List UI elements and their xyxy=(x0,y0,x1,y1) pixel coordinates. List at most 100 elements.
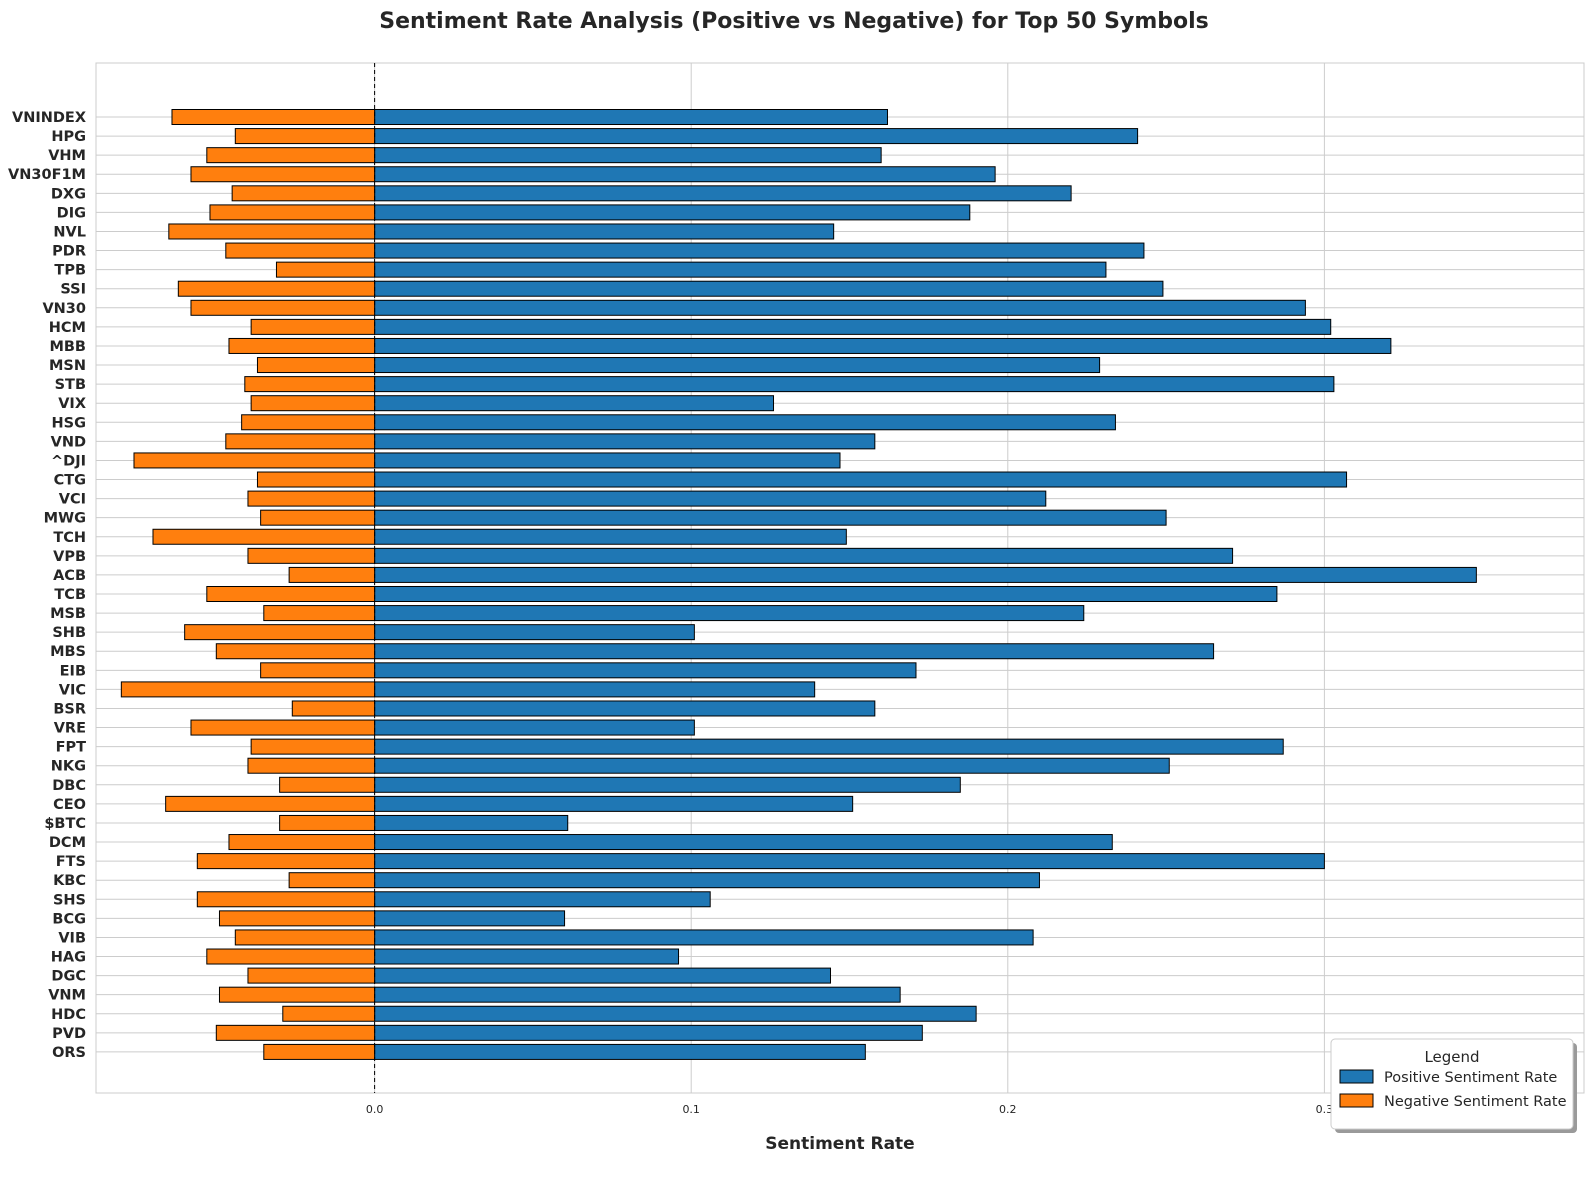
y-tick-label: FPT xyxy=(56,740,87,756)
negative-bar xyxy=(260,662,376,679)
legend-box xyxy=(1330,1038,1574,1130)
negative-bar xyxy=(206,586,376,602)
y-tick-label: MSB xyxy=(50,606,86,622)
positive-bar xyxy=(374,891,711,908)
negative-bar xyxy=(196,891,376,908)
y-tick-label: VPB xyxy=(53,549,86,565)
y-tick-label: VNINDEX xyxy=(12,110,86,126)
negative-bar xyxy=(225,433,376,450)
y-tick-label: DIG xyxy=(57,205,86,221)
legend-swatch-negative xyxy=(1339,1093,1374,1108)
positive-bar xyxy=(374,414,1116,431)
negative-bar xyxy=(177,280,376,297)
positive-bar xyxy=(374,376,1335,393)
y-tick-label: DCM xyxy=(49,835,86,851)
y-tick-label: HPG xyxy=(51,129,86,145)
negative-bar xyxy=(171,109,376,125)
positive-bar xyxy=(374,605,1085,622)
positive-bar xyxy=(374,337,1392,354)
positive-bar xyxy=(374,433,876,450)
y-tick-label: VN30F1M xyxy=(8,167,86,183)
y-tick-label: DXG xyxy=(51,186,86,202)
y-tick-label: NVL xyxy=(53,224,86,240)
positive-bar xyxy=(374,166,996,183)
positive-bar xyxy=(374,643,1215,660)
positive-bar xyxy=(374,853,1325,870)
positive-bar xyxy=(374,814,569,831)
y-tick-label: HAG xyxy=(51,950,86,966)
negative-bar xyxy=(228,337,376,354)
positive-bar xyxy=(374,1043,866,1060)
y-tick-label: NKG xyxy=(51,759,86,775)
negative-bar xyxy=(218,986,376,1003)
negative-bar xyxy=(247,967,376,984)
y-tick-label: $BTC xyxy=(44,816,86,832)
y-tick-label: CTG xyxy=(54,473,86,489)
positive-bar xyxy=(374,452,841,469)
negative-bar xyxy=(218,910,376,927)
negative-bar xyxy=(168,223,376,240)
y-tick-label: BSR xyxy=(53,701,86,717)
positive-bar xyxy=(374,834,1113,851)
negative-bar xyxy=(190,299,376,316)
legend-swatch-positive xyxy=(1339,1069,1374,1084)
negative-bar xyxy=(256,357,376,374)
positive-bar xyxy=(374,528,847,545)
negative-bar xyxy=(288,566,376,583)
positive-bar xyxy=(374,776,961,793)
positive-bar xyxy=(374,109,888,125)
y-tick-label: PDR xyxy=(52,244,86,260)
positive-bar xyxy=(374,948,680,965)
positive-bar xyxy=(374,318,1332,335)
positive-bar xyxy=(374,795,854,812)
y-tick-label: VND xyxy=(51,434,86,450)
positive-bar xyxy=(374,490,1047,507)
negative-bar xyxy=(165,795,376,812)
x-tick-labels: 0.0 0.1 0.2 0.3 xyxy=(366,1103,1333,1116)
negative-bar xyxy=(256,471,376,488)
positive-bar xyxy=(374,738,1284,755)
y-tick-label: HDC xyxy=(51,1007,86,1023)
negative-bar xyxy=(228,834,376,851)
y-tick-label: TPB xyxy=(54,263,86,279)
y-tick-label: ACB xyxy=(53,568,86,584)
negative-bar xyxy=(215,643,376,660)
y-tick-label: DGC xyxy=(51,969,86,985)
y-tick-label: MWG xyxy=(44,511,86,527)
x-axis-label: Sentiment Rate xyxy=(765,1134,914,1154)
positive-bar xyxy=(374,586,1278,602)
x-tick-label: 0.3 xyxy=(1316,1103,1334,1116)
positive-bar xyxy=(374,929,1034,946)
negative-bar xyxy=(215,1024,376,1041)
negative-bar xyxy=(263,1043,376,1060)
negative-bar xyxy=(196,853,376,870)
negative-bar xyxy=(244,376,376,393)
y-tick-label: KBC xyxy=(53,873,86,889)
bar-layer xyxy=(120,109,1477,1060)
negative-bar xyxy=(260,509,376,526)
negative-bar xyxy=(288,872,376,889)
y-tick-label: MBB xyxy=(49,339,86,355)
positive-bar xyxy=(374,681,816,698)
legend-label-negative: Negative Sentiment Rate xyxy=(1384,1094,1567,1110)
positive-bar xyxy=(374,719,695,736)
negative-bar xyxy=(291,700,376,717)
negative-bar xyxy=(234,128,376,145)
negative-bar xyxy=(282,1005,376,1022)
legend-label-positive: Positive Sentiment Rate xyxy=(1384,1070,1557,1086)
positive-bar xyxy=(374,299,1306,316)
y-tick-label: MSN xyxy=(49,358,86,374)
positive-bar xyxy=(374,357,1101,374)
positive-bar xyxy=(374,261,1107,278)
positive-bar xyxy=(374,624,695,641)
negative-bar xyxy=(120,681,376,698)
positive-bar xyxy=(374,967,832,984)
negative-bar xyxy=(275,261,376,278)
positive-bar xyxy=(374,509,1167,526)
legend-title: Legend xyxy=(1424,1048,1479,1066)
negative-bar xyxy=(206,147,376,164)
positive-bar xyxy=(374,395,775,412)
negative-bar xyxy=(250,738,376,755)
